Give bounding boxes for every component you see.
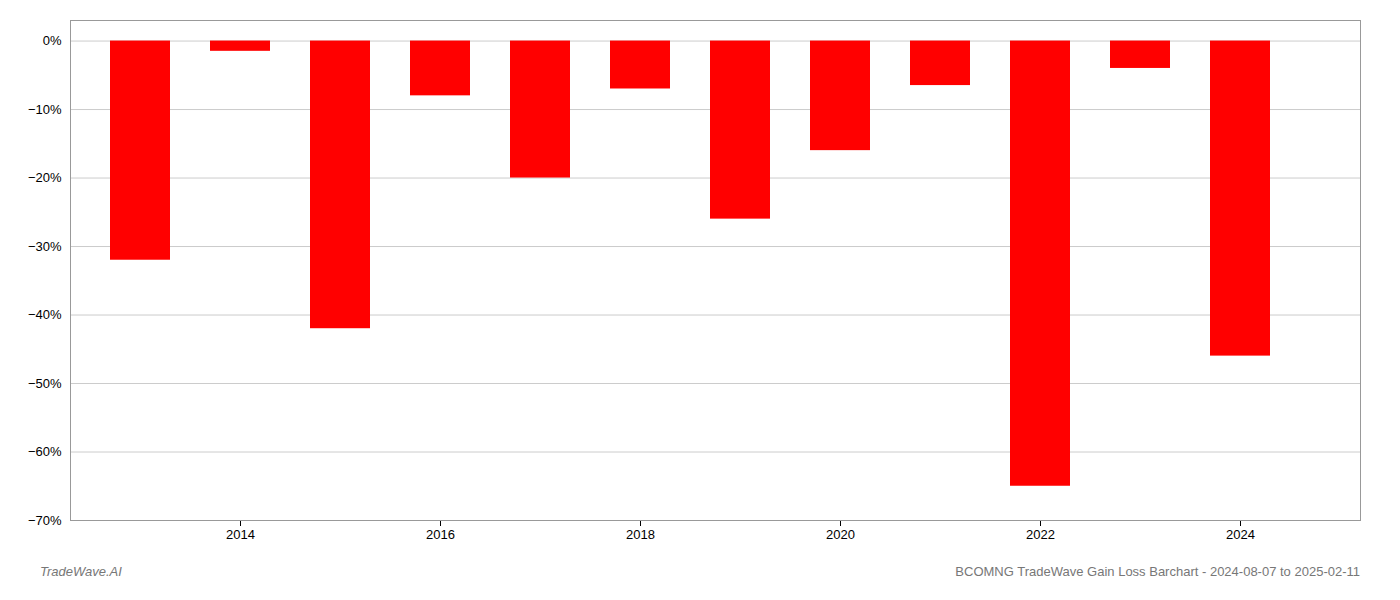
html-text:BCOMNG TradeWave Gain Loss Bar: BCOMNG TradeWave Gain Loss Barchart - 20… [955, 564, 1360, 579]
svg-text:−60%: −60% [28, 444, 62, 459]
html-text:TradeWave.AI: TradeWave.AI [40, 564, 122, 579]
svg-text:2014: 2014 [226, 527, 255, 542]
svg-text:−70%: −70% [28, 513, 62, 528]
svg-text:−20%: −20% [28, 170, 62, 185]
svg-text:0%: 0% [43, 33, 62, 48]
svg-text:−50%: −50% [28, 376, 62, 391]
svg-text:2022: 2022 [1026, 527, 1055, 542]
svg-text:2020: 2020 [826, 527, 855, 542]
svg-text:2016: 2016 [426, 527, 455, 542]
svg-text:2018: 2018 [626, 527, 655, 542]
svg-text:−30%: −30% [28, 239, 62, 254]
svg-text:2024: 2024 [1226, 527, 1255, 542]
svg-text:−10%: −10% [28, 102, 62, 117]
svg-text:−40%: −40% [28, 307, 62, 322]
